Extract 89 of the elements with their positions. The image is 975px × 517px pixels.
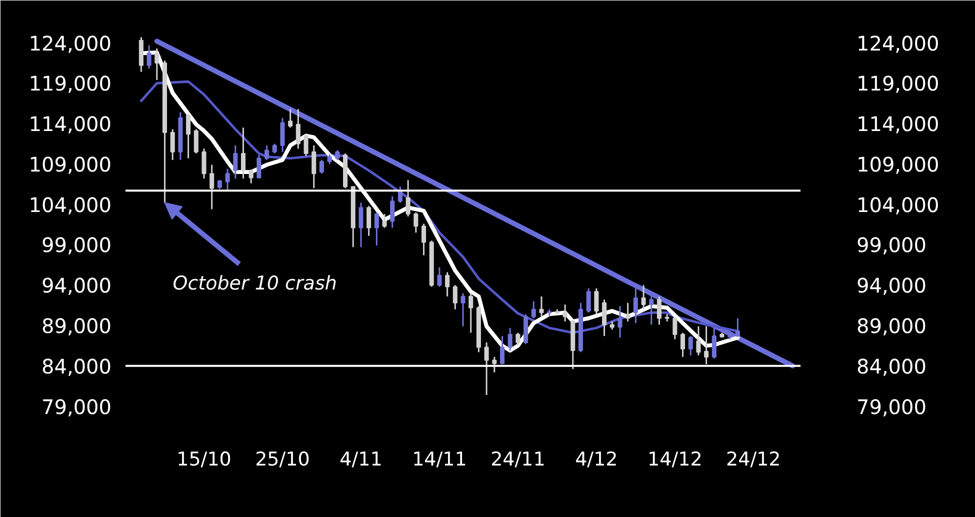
y2-tick-label: 79,000 xyxy=(856,394,926,419)
candlestick xyxy=(602,298,607,337)
candlestick xyxy=(248,168,254,184)
candlestick xyxy=(735,317,740,338)
y2-tick-label: 114,000 xyxy=(856,112,940,136)
y2-tick-label: 94,000 xyxy=(856,274,926,298)
candlestick xyxy=(233,144,238,180)
y2-tick-label: 99,000 xyxy=(856,233,926,258)
y-tick-label: 79,000 xyxy=(42,394,112,419)
y2-tick-label: 89,000 xyxy=(856,314,926,338)
candlestick xyxy=(154,48,160,81)
y-tick-label: 124,000 xyxy=(28,31,112,56)
candlestick xyxy=(704,326,709,366)
candlestick xyxy=(398,186,402,204)
y-tick-label: 99,000 xyxy=(42,233,112,258)
candlestick xyxy=(626,302,630,322)
candlestick xyxy=(712,327,716,360)
y-tick-label: 84,000 xyxy=(42,354,112,378)
candlestick xyxy=(374,212,379,246)
candlestick xyxy=(366,205,372,237)
candlestick xyxy=(202,148,206,180)
candlestick xyxy=(656,296,662,326)
y-tick-label: 94,000 xyxy=(42,274,112,298)
x-tick-label: 4/11 xyxy=(340,448,382,470)
candlestick xyxy=(531,300,536,319)
candlestick xyxy=(288,108,293,128)
candlestick xyxy=(414,212,418,234)
candlestick xyxy=(562,304,568,322)
candlestick xyxy=(421,222,426,256)
candlestick xyxy=(445,271,450,298)
candlestick xyxy=(688,335,693,356)
candlestick xyxy=(672,316,678,340)
candlestick xyxy=(649,296,654,326)
candlestick xyxy=(680,332,686,358)
candlestick xyxy=(264,144,270,161)
y2-tick-label: 104,000 xyxy=(856,192,940,217)
candlestick xyxy=(539,296,544,318)
x-tick-label: 15/10 xyxy=(176,448,232,470)
y-tick-label: 119,000 xyxy=(28,72,112,96)
candlestick xyxy=(272,143,277,154)
candlestick xyxy=(170,128,175,161)
candlestick xyxy=(468,292,474,334)
candlestick xyxy=(327,154,332,165)
annotation: October 10 crash xyxy=(172,272,337,295)
x-tick-label: 25/10 xyxy=(255,448,310,470)
candlestick xyxy=(618,305,622,338)
candlestick xyxy=(146,44,152,70)
y-tick-label: 114,000 xyxy=(28,112,112,136)
candlestick xyxy=(335,149,340,161)
y2-tick-label: 109,000 xyxy=(856,152,940,176)
candlestick xyxy=(210,164,214,210)
candlestick xyxy=(304,134,308,157)
candlestick xyxy=(492,356,497,374)
candlestick xyxy=(186,113,191,160)
x-tick-label: 24/12 xyxy=(726,448,781,470)
x-tick-label: 14/11 xyxy=(412,448,467,470)
candlestick xyxy=(358,202,364,248)
candlestick xyxy=(256,154,262,180)
candlestick xyxy=(437,266,442,288)
y2-tick-label: 119,000 xyxy=(856,72,940,96)
y-tick-label: 89,000 xyxy=(42,314,112,338)
candlestick xyxy=(319,159,324,174)
candlestick xyxy=(280,117,285,153)
candlestick xyxy=(696,326,701,356)
candlestick xyxy=(225,168,230,192)
candlestick xyxy=(633,288,638,324)
candlestick xyxy=(484,342,489,396)
candlestick xyxy=(452,284,458,310)
y2-tick-label: 124,000 xyxy=(856,31,940,56)
candlestick xyxy=(594,288,599,315)
candlestick xyxy=(390,196,395,229)
y2-tick-label: 84,000 xyxy=(856,354,926,378)
candlestick xyxy=(460,292,466,328)
candlestick xyxy=(240,126,246,180)
candlestick xyxy=(296,108,300,150)
candlestick xyxy=(508,327,512,352)
x-tick-label: 24/11 xyxy=(490,448,546,470)
candlestick xyxy=(194,128,198,154)
candlestick xyxy=(586,288,591,314)
candlestick xyxy=(500,335,505,366)
x-tick-label: 14/12 xyxy=(648,448,702,470)
y-tick-label: 104,000 xyxy=(28,192,112,217)
candlestick xyxy=(641,284,646,310)
candlestick xyxy=(382,213,387,229)
x-tick-label: 4/12 xyxy=(575,448,618,470)
candlestick xyxy=(516,332,520,346)
candlestick xyxy=(312,144,316,189)
candlestick xyxy=(406,179,410,218)
y-tick-label: 109,000 xyxy=(28,152,112,176)
